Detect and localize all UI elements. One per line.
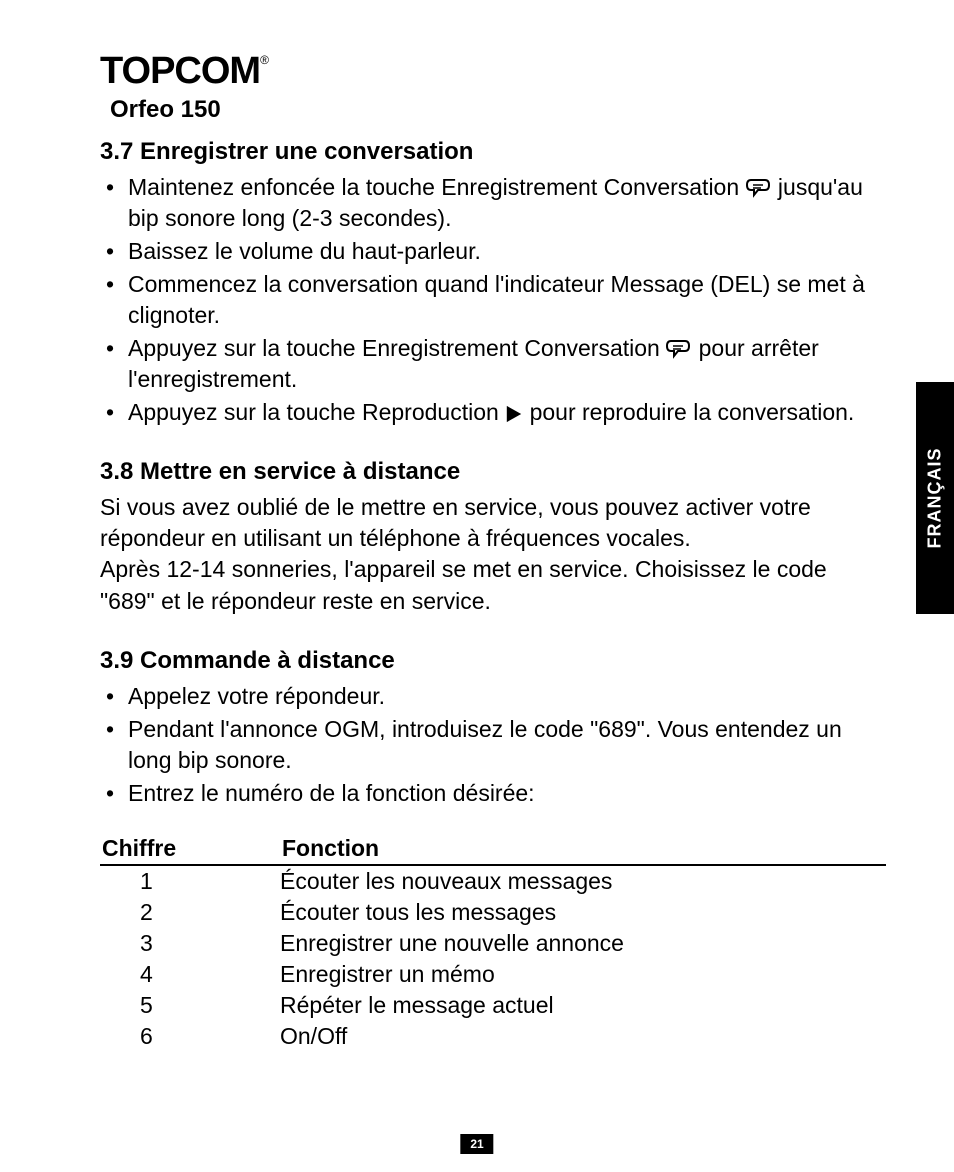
brand-text: TOPCOM bbox=[100, 50, 260, 92]
bullet-text: Pendant l'annonce OGM, introduisez le co… bbox=[128, 716, 842, 773]
para-3-8-1: Si vous avez oublié de le mettre en serv… bbox=[100, 492, 886, 554]
speech-icon bbox=[666, 337, 692, 359]
bullet-text-before: Maintenez enfoncée la touche Enregistrem… bbox=[128, 174, 746, 200]
bullet-item: Maintenez enfoncée la touche Enregistrem… bbox=[128, 172, 886, 234]
cell-chiffre: 4 bbox=[100, 959, 280, 990]
table-header-row: Chiffre Fonction bbox=[100, 835, 886, 866]
bullet-text: Entrez le numéro de la fonction désirée: bbox=[128, 780, 535, 806]
th-fonction: Fonction bbox=[282, 835, 886, 862]
cell-chiffre: 5 bbox=[100, 990, 280, 1021]
function-table: Chiffre Fonction 1 Écouter les nouveaux … bbox=[100, 835, 886, 1052]
language-tab-label: FRANÇAIS bbox=[925, 448, 946, 549]
cell-chiffre: 3 bbox=[100, 928, 280, 959]
para-3-8-2: Après 12-14 sonneries, l'appareil se met… bbox=[100, 554, 886, 616]
bullet-item: Pendant l'annonce OGM, introduisez le co… bbox=[128, 714, 886, 776]
cell-fonction: Écouter tous les messages bbox=[280, 897, 886, 928]
cell-chiffre: 2 bbox=[100, 897, 280, 928]
table-row: 4 Enregistrer un mémo bbox=[100, 959, 886, 990]
table-row: 1 Écouter les nouveaux messages bbox=[100, 866, 886, 897]
bullets-3-9: Appelez votre répondeur. Pendant l'annon… bbox=[100, 681, 886, 809]
bullet-text-after: pour reproduire la conversation. bbox=[530, 399, 855, 425]
bullet-item: Commencez la conversation quand l'indica… bbox=[128, 269, 886, 331]
table-row: 3 Enregistrer une nouvelle annonce bbox=[100, 928, 886, 959]
heading-3-7: 3.7 Enregistrer une conversation bbox=[100, 138, 886, 166]
table-row: 2 Écouter tous les messages bbox=[100, 897, 886, 928]
bullet-text-before: Appuyez sur la touche Reproduction bbox=[128, 399, 505, 425]
th-chiffre: Chiffre bbox=[100, 835, 282, 862]
bullet-item: Appuyez sur la touche Reproduction pour … bbox=[128, 397, 886, 428]
heading-3-8: 3.8 Mettre en service à distance bbox=[100, 458, 886, 486]
registered-mark: ® bbox=[260, 53, 268, 67]
heading-3-9: 3.9 Commande à distance bbox=[100, 647, 886, 675]
cell-chiffre: 1 bbox=[100, 866, 280, 897]
manual-page: TOPCOM® Orfeo 150 3.7 Enregistrer une co… bbox=[0, 0, 954, 1172]
table-row: 5 Répéter le message actuel bbox=[100, 990, 886, 1021]
bullet-item: Appelez votre répondeur. bbox=[128, 681, 886, 712]
bullet-text-before: Appuyez sur la touche Enregistrement Con… bbox=[128, 335, 666, 361]
model-name: Orfeo 150 bbox=[110, 96, 886, 124]
brand-logo: TOPCOM® bbox=[100, 52, 886, 90]
bullet-item: Entrez le numéro de la fonction désirée: bbox=[128, 778, 886, 809]
speech-icon bbox=[746, 176, 772, 198]
page-number: 21 bbox=[460, 1134, 493, 1154]
cell-chiffre: 6 bbox=[100, 1021, 280, 1052]
play-icon bbox=[505, 401, 523, 423]
bullet-text: Commencez la conversation quand l'indica… bbox=[128, 271, 865, 328]
table-row: 6 On/Off bbox=[100, 1021, 886, 1052]
cell-fonction: On/Off bbox=[280, 1021, 886, 1052]
bullet-item: Appuyez sur la touche Enregistrement Con… bbox=[128, 333, 886, 395]
cell-fonction: Écouter les nouveaux messages bbox=[280, 866, 886, 897]
bullet-item: Baissez le volume du haut-parleur. bbox=[128, 236, 886, 267]
language-tab: FRANÇAIS bbox=[916, 382, 954, 614]
cell-fonction: Enregistrer un mémo bbox=[280, 959, 886, 990]
bullets-3-7: Maintenez enfoncée la touche Enregistrem… bbox=[100, 172, 886, 428]
cell-fonction: Enregistrer une nouvelle annonce bbox=[280, 928, 886, 959]
bullet-text: Baissez le volume du haut-parleur. bbox=[128, 238, 481, 264]
bullet-text: Appelez votre répondeur. bbox=[128, 683, 385, 709]
cell-fonction: Répéter le message actuel bbox=[280, 990, 886, 1021]
